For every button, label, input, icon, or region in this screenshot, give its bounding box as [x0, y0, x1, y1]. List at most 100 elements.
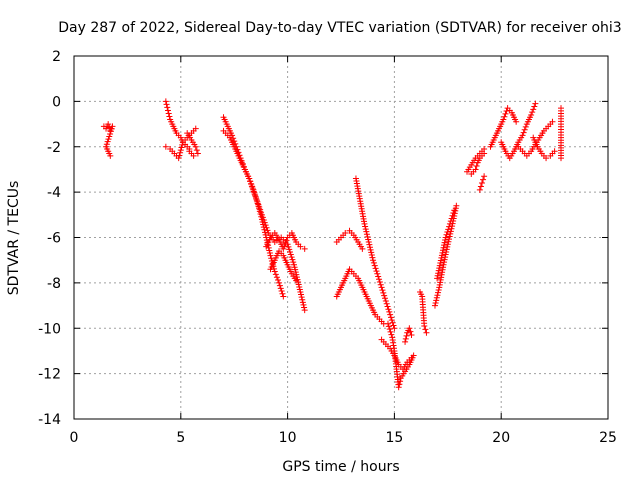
data-point [373, 268, 380, 275]
x-tick-label: 0 [70, 430, 79, 446]
data-point [105, 136, 112, 143]
x-tick-label: 15 [385, 430, 403, 446]
data-point [444, 241, 451, 248]
data-point [387, 328, 394, 335]
data-point [289, 256, 296, 263]
data-point [162, 98, 169, 105]
data-point [105, 121, 112, 128]
data-point [107, 152, 114, 159]
data-point [342, 229, 349, 236]
data-point [263, 224, 270, 231]
data-point [290, 259, 297, 266]
data-point [298, 294, 305, 301]
data-point [164, 104, 171, 111]
data-point [403, 332, 410, 339]
data-point [108, 125, 115, 132]
series-arc-21 [487, 105, 520, 150]
data-point [435, 287, 442, 294]
data-point [520, 129, 527, 136]
data-point [396, 381, 403, 388]
series-arc-18 [464, 146, 488, 175]
data-point [437, 260, 444, 267]
data-point [406, 325, 413, 332]
data-point [255, 201, 262, 208]
data-point [165, 110, 172, 117]
data-point [378, 284, 385, 291]
data-point [390, 322, 397, 329]
data-point [248, 183, 255, 190]
x-tick-label: 5 [176, 430, 185, 446]
data-point [287, 251, 294, 258]
data-point [362, 226, 369, 233]
data-point [365, 236, 372, 243]
data-point [301, 245, 308, 252]
data-point [443, 246, 450, 253]
data-point [445, 238, 452, 245]
data-point [450, 209, 457, 216]
series-arc-4 [184, 130, 201, 159]
y-tick-label: 0 [52, 94, 61, 110]
data-point [501, 113, 508, 120]
data-point [476, 186, 483, 193]
data-point [432, 299, 439, 306]
y-tick-label: -2 [47, 140, 61, 156]
data-point [436, 262, 443, 269]
data-point [369, 254, 376, 261]
data-point [288, 254, 295, 261]
data-point [283, 237, 290, 244]
data-point [273, 274, 280, 281]
series-arc-17 [434, 207, 458, 282]
y-tick-label: -8 [47, 276, 61, 292]
data-point [445, 226, 452, 233]
data-point [267, 252, 274, 259]
data-point [436, 265, 443, 272]
data-point [449, 212, 456, 219]
data-point [372, 265, 379, 272]
data-point [384, 320, 391, 327]
data-point [530, 106, 537, 113]
series-arc-13 [384, 320, 417, 391]
data-point [376, 276, 383, 283]
data-point [382, 298, 389, 305]
data-point [281, 243, 288, 250]
series-arc-14 [402, 325, 415, 345]
data-point [386, 308, 393, 315]
data-point [301, 304, 308, 311]
data-point [293, 277, 300, 284]
data-point [299, 299, 306, 306]
data-point [179, 141, 186, 148]
data-point [473, 163, 480, 170]
data-point [380, 289, 387, 296]
data-point [162, 143, 169, 150]
data-point [435, 289, 442, 296]
data-point [177, 149, 184, 156]
data-point [438, 254, 445, 261]
data-point [178, 144, 185, 151]
data-point [297, 288, 304, 295]
data-point [107, 130, 114, 137]
data-point [478, 180, 485, 187]
data-point [442, 251, 449, 258]
data-point [388, 317, 395, 324]
data-point [528, 111, 535, 118]
data-point [250, 188, 257, 195]
data-point [434, 272, 441, 279]
data-point [279, 290, 286, 297]
data-point [164, 107, 171, 114]
data-point [258, 209, 265, 216]
y-tick-label: -12 [38, 367, 61, 383]
data-point [301, 307, 308, 314]
series-arc-16 [431, 202, 460, 309]
data-point [106, 133, 113, 140]
series-arc-22 [498, 100, 539, 162]
data-point [435, 270, 442, 277]
data-point [282, 240, 289, 247]
data-point [258, 211, 265, 218]
data-point [521, 126, 528, 133]
series-arc-11 [352, 175, 398, 332]
y-tick-label: -4 [47, 185, 61, 201]
data-point [500, 116, 507, 123]
data-point [361, 220, 368, 227]
data-point [253, 196, 260, 203]
